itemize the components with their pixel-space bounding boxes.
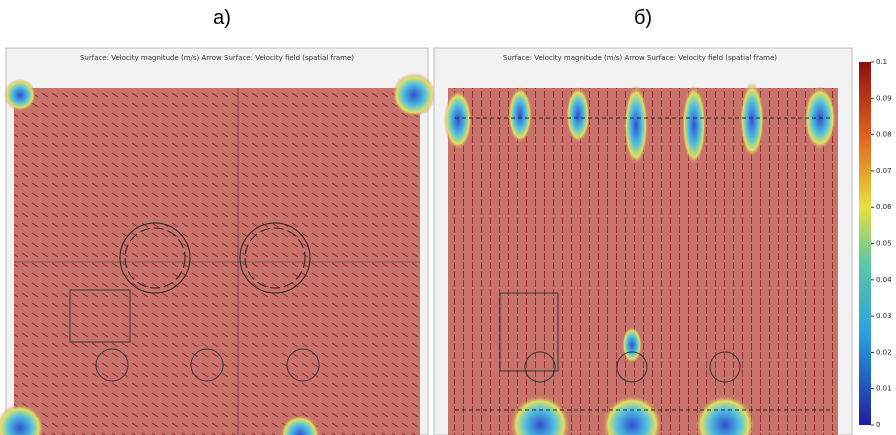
- colorbar-tick-label: 0.09: [876, 94, 892, 102]
- panel-label: а): [213, 7, 231, 29]
- colorbar-tick-label: 0.08: [876, 131, 892, 139]
- colorbar-tick-label: 0.01: [876, 385, 892, 393]
- colorbar-gradient: [859, 62, 871, 425]
- colorbar-tick-label: 0.02: [876, 348, 892, 356]
- colorbar-tick-label: 0.1: [876, 58, 887, 66]
- panel-title: Surface: Velocity magnitude (m/s) Arrow …: [80, 54, 354, 62]
- colorbar-tick-label: 0.05: [876, 240, 892, 248]
- panel-a: Surface: Velocity magnitude (m/s) Arrow …: [0, 47, 436, 435]
- colorbar-tick-label: 0: [876, 421, 880, 429]
- colorbar-tick-label: 0.07: [876, 167, 892, 175]
- colorbar: 0.1 0.09 0.08 0.07 0.06 0.05 0.04 0.03 0.02 0.01 0: [859, 58, 892, 429]
- colorbar-tick-label: 0.04: [876, 276, 892, 284]
- panel-label: б): [634, 7, 652, 29]
- colorbar-tick-label: 0.03: [876, 312, 892, 320]
- colorbar-tick-label: 0.06: [876, 203, 892, 211]
- panel-title: Surface: Velocity magnitude (m/s) Arrow …: [503, 54, 777, 62]
- panel-b: Surface: Velocity magnitude (m/s) Arrow …: [433, 47, 853, 435]
